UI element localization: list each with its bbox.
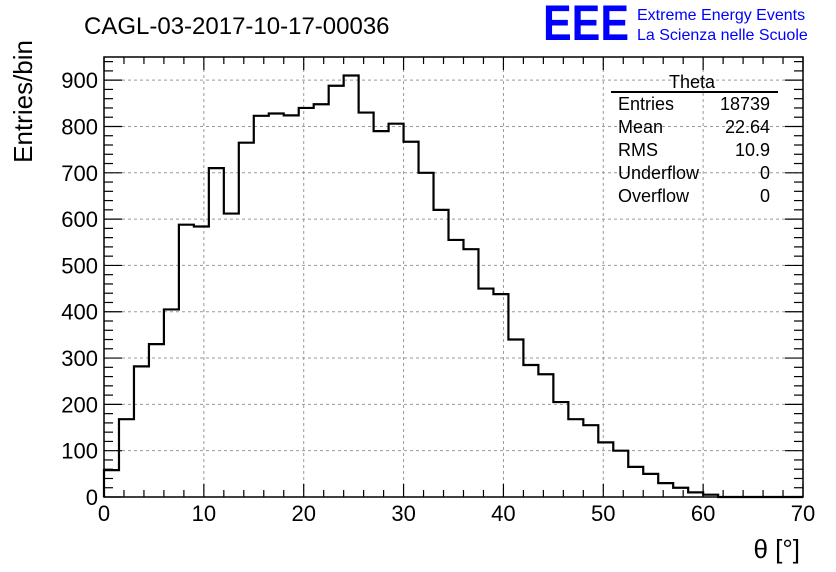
chart-title: CAGL-03-2017-10-17-00036 (84, 13, 390, 40)
y-tick-label: 700 (61, 161, 98, 186)
y-tick-label: 100 (61, 439, 98, 464)
stats-label: Underflow (618, 163, 700, 183)
y-tick-label: 400 (61, 300, 98, 325)
stats-box: Theta Entries 18739 Mean 22.64 RMS 10.9 Underf… (611, 72, 778, 206)
stats-value: 22.64 (725, 117, 770, 137)
y-tick-label: 800 (61, 114, 98, 139)
histogram-series (102, 74, 803, 499)
y-tick-labels: 0 100 200 300 400 500 600 700 800 900 (61, 68, 98, 510)
stats-value: 0 (760, 163, 770, 183)
logo-line2: La Scienza nelle Scuole (637, 27, 808, 44)
axis-ticks (103, 57, 804, 498)
y-tick-label: 300 (61, 346, 98, 371)
x-tick-label: 30 (391, 501, 415, 526)
logo-mark: EEE (543, 0, 629, 51)
x-axis-label: θ [°] (753, 534, 800, 564)
y-tick-label: 900 (61, 68, 98, 93)
x-tick-label: 70 (791, 501, 815, 526)
stats-rows: Entries 18739 Mean 22.64 RMS 10.9 Underflow 0 Ov… (618, 94, 770, 206)
x-tick-labels: 0 10 20 30 40 50 60 70 (98, 501, 815, 526)
stats-label: Overflow (618, 186, 690, 206)
x-tick-label: 50 (591, 501, 615, 526)
stats-value: 0 (760, 186, 770, 206)
plot-border (103, 56, 804, 498)
x-tick-label: 0 (98, 501, 110, 526)
grid-lines (104, 57, 803, 497)
x-tick-label: 60 (691, 501, 715, 526)
logo-line1: Extreme Energy Events (637, 7, 805, 24)
stats-value: 18739 (720, 94, 770, 114)
stats-label: Mean (618, 117, 663, 137)
x-tick-label: 40 (491, 501, 515, 526)
stats-value: 10.9 (735, 140, 770, 160)
y-tick-label: 500 (61, 253, 98, 278)
y-axis-label: Entries/bin (8, 40, 38, 163)
eee-logo: EEE Extreme Energy Events La Scienza nel… (543, 0, 808, 51)
y-tick-label: 200 (61, 392, 98, 417)
x-tick-label: 10 (192, 501, 216, 526)
stats-label: RMS (618, 140, 658, 160)
y-tick-label: 600 (61, 207, 98, 232)
x-tick-label: 20 (291, 501, 315, 526)
stats-label: Entries (618, 94, 674, 114)
stats-box-title: Theta (669, 72, 716, 92)
y-tick-label: 0 (86, 485, 98, 510)
histogram-outline (102, 74, 803, 499)
plot-frame (103, 56, 804, 498)
